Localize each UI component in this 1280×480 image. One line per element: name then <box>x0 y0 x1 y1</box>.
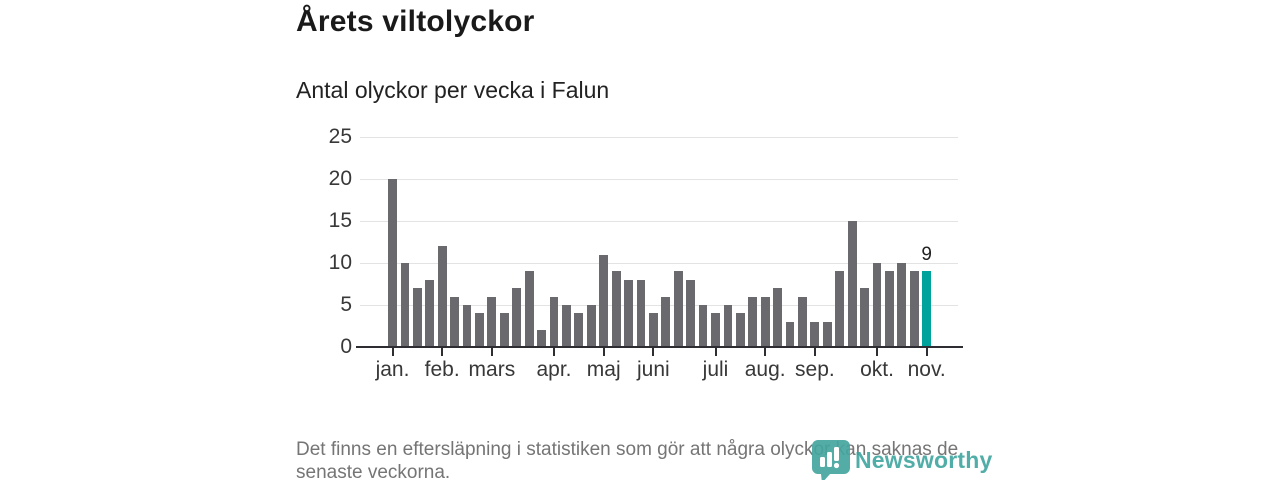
month-label: jan. <box>375 358 410 381</box>
month-tick-mark <box>925 348 928 356</box>
bar-week <box>661 296 671 347</box>
y-gridline <box>360 262 958 264</box>
month-tick-mark <box>764 348 767 356</box>
bar-current-week <box>922 271 932 347</box>
bar-week <box>400 263 410 347</box>
bar-week <box>524 271 534 347</box>
newsworthy-logo: Newsworthy <box>812 440 992 480</box>
bar-week <box>537 330 546 347</box>
bar-week <box>475 313 484 347</box>
chart-subtitle: Antal olyckor per vecka i Falun <box>296 77 610 103</box>
month-label: juli <box>702 358 729 381</box>
bar-week <box>425 279 435 347</box>
month-tick-mark <box>714 348 717 356</box>
month-tick-mark <box>553 348 555 356</box>
bar-week <box>897 263 907 347</box>
bar-week <box>860 288 869 347</box>
y-axis-label: 25 <box>328 125 352 148</box>
bar-week <box>822 321 832 347</box>
newsworthy-wordmark: Newsworthy <box>855 447 993 473</box>
bar-week <box>773 288 783 347</box>
bar-week <box>599 254 609 347</box>
bar-week <box>872 263 882 347</box>
bar-week <box>487 296 497 347</box>
bar-week <box>499 313 509 347</box>
month-label: aug. <box>744 358 786 381</box>
month-label: mars <box>468 358 516 381</box>
bar-week <box>711 313 720 347</box>
y-gridline <box>360 136 958 138</box>
bar-week <box>748 296 758 347</box>
bar-week <box>698 305 708 347</box>
bar-week <box>462 305 472 347</box>
bar-week <box>388 179 397 347</box>
bar-week <box>412 288 422 347</box>
bar-week <box>512 288 522 347</box>
footnote-line-2: senaste veckorna. <box>296 462 451 480</box>
month-label: okt. <box>860 358 894 381</box>
month-label: nov. <box>907 358 946 381</box>
month-label: apr. <box>536 358 572 381</box>
bar-week <box>798 296 807 347</box>
month-tick-mark <box>441 348 444 356</box>
bar-week <box>686 279 696 347</box>
month-label: feb. <box>424 358 460 381</box>
month-label: maj <box>586 358 621 381</box>
month-tick-mark <box>652 348 655 356</box>
bar-week <box>785 321 795 347</box>
bar-week <box>735 313 745 347</box>
y-gridline <box>360 304 958 306</box>
y-gridline <box>360 220 958 222</box>
month-label: juni <box>637 358 670 381</box>
month-label: sep. <box>795 358 835 381</box>
month-tick-mark <box>602 348 605 356</box>
bar-week <box>648 313 658 347</box>
bar-week <box>611 271 621 347</box>
bar-week <box>909 271 919 347</box>
bar-week <box>437 246 447 347</box>
bar-week <box>562 305 571 347</box>
bar-week <box>760 296 770 347</box>
bar-week <box>574 313 584 347</box>
month-tick-mark <box>813 348 816 356</box>
month-tick-mark <box>490 348 493 356</box>
bar-week <box>586 305 596 347</box>
bar-week <box>624 279 633 347</box>
bar-week <box>810 321 820 347</box>
bar-week <box>450 296 459 347</box>
bar-week <box>636 279 646 347</box>
last-bar-value-label: 9 <box>921 244 932 266</box>
bar-week <box>549 296 559 347</box>
page-title: Årets viltolyckor <box>296 5 535 38</box>
bar-week <box>835 271 845 347</box>
chart-footnote: Det finns en eftersläpning i statistiken… <box>296 438 958 480</box>
bar-week <box>885 271 894 347</box>
newsworthy-pin-icon <box>812 440 850 480</box>
y-axis-label: 15 <box>328 209 352 232</box>
bar-week <box>723 305 733 347</box>
bar-week <box>673 271 683 347</box>
bar-week <box>847 221 857 347</box>
month-tick-mark <box>876 348 878 356</box>
y-gridline <box>360 178 958 180</box>
x-axis-line <box>356 345 963 348</box>
y-axis-label: 5 <box>340 293 352 316</box>
month-tick-mark <box>391 348 394 356</box>
y-axis-label: 20 <box>328 167 352 190</box>
y-axis-label: 0 <box>340 335 352 358</box>
footnote-line-1: Det finns en eftersläpning i statistiken… <box>296 439 959 460</box>
y-axis-label: 10 <box>328 251 352 274</box>
